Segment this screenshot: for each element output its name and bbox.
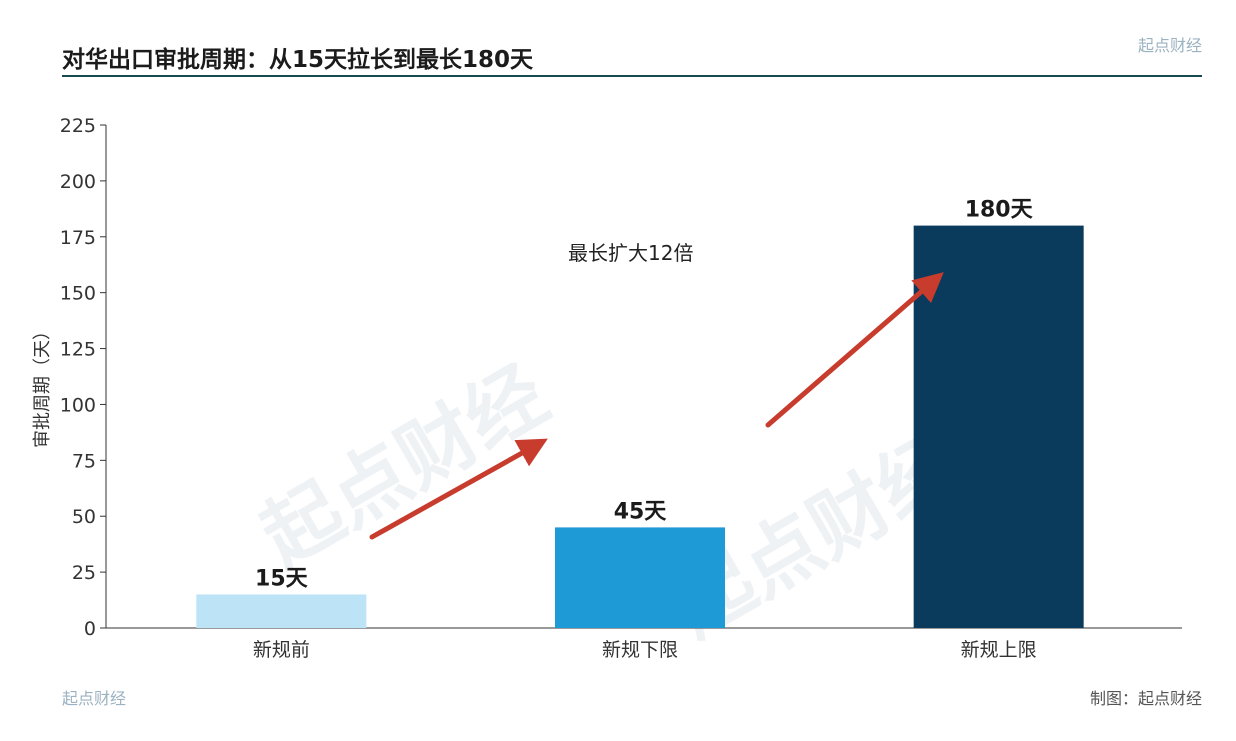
bar	[555, 527, 725, 628]
x-tick-label: 新规前	[253, 639, 310, 661]
bar	[196, 594, 367, 628]
credit-label: 制图：起点财经	[1089, 689, 1202, 708]
brand-label-bottom: 起点财经	[62, 689, 127, 708]
x-tick-label: 新规上限	[961, 639, 1037, 661]
data-label: 15天	[255, 566, 309, 591]
growth-arrow	[369, 438, 548, 540]
y-tick-label: 225	[60, 115, 96, 137]
data-label: 180天	[965, 198, 1034, 223]
y-tick-label: 75	[72, 450, 96, 472]
y-tick-label: 50	[72, 506, 96, 528]
x-tick-label: 新规下限	[602, 639, 678, 661]
y-axis-label: 审批周期（天）	[32, 322, 53, 448]
y-tick-label: 25	[72, 562, 96, 584]
brand-label-top: 起点财经	[1137, 36, 1202, 55]
y-tick-label: 100	[60, 394, 96, 416]
title-rule	[62, 75, 1202, 77]
chart-title: 对华出口审批周期：从15天拉长到最长180天	[62, 47, 534, 73]
data-label: 45天	[614, 499, 668, 524]
y-tick-label: 150	[60, 283, 96, 305]
growth-annotation: 最长扩大12倍	[568, 241, 694, 265]
y-tick-label: 200	[60, 171, 96, 193]
y-tick-label: 125	[60, 339, 96, 361]
growth-arrow	[765, 272, 944, 428]
y-tick-label: 0	[84, 618, 96, 640]
bar	[913, 225, 1084, 628]
y-tick-label: 175	[60, 227, 96, 249]
